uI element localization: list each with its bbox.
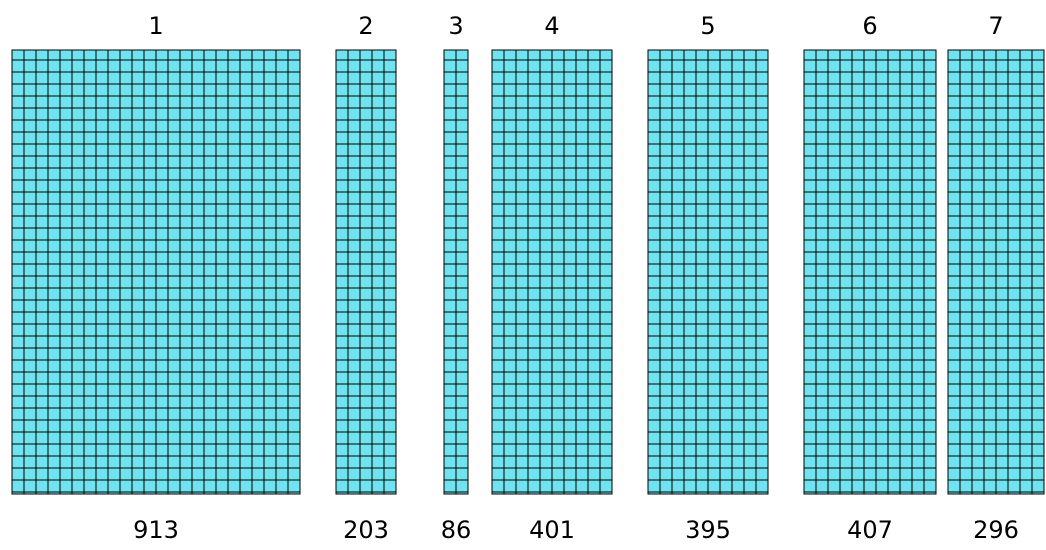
- grid-column-1: [11, 49, 301, 495]
- bar-1: [11, 49, 301, 495]
- category-label-6: 6: [862, 12, 877, 40]
- grid-column-5: [647, 49, 769, 495]
- value-label-4: 401: [529, 516, 575, 544]
- category-label-4: 4: [544, 12, 559, 40]
- category-label-2: 2: [358, 12, 373, 40]
- grid-column-2: [335, 49, 397, 495]
- grid-column-4: [491, 49, 613, 495]
- grid-column-3: [443, 49, 469, 495]
- bar-6: [803, 49, 937, 495]
- category-label-1: 1: [148, 12, 163, 40]
- value-label-1: 913: [133, 516, 179, 544]
- bar-2: [335, 49, 397, 495]
- category-label-5: 5: [700, 12, 715, 40]
- value-label-6: 407: [847, 516, 893, 544]
- bar-4: [491, 49, 613, 495]
- grid-column-6: [803, 49, 937, 495]
- value-label-2: 203: [343, 516, 389, 544]
- value-label-3: 86: [441, 516, 472, 544]
- category-label-7: 7: [988, 12, 1003, 40]
- bar-7: [947, 49, 1045, 495]
- value-label-7: 296: [973, 516, 1019, 544]
- bar-3: [443, 49, 469, 495]
- grid-column-7: [947, 49, 1045, 495]
- value-label-5: 395: [685, 516, 731, 544]
- category-label-3: 3: [448, 12, 463, 40]
- bar-5: [647, 49, 769, 495]
